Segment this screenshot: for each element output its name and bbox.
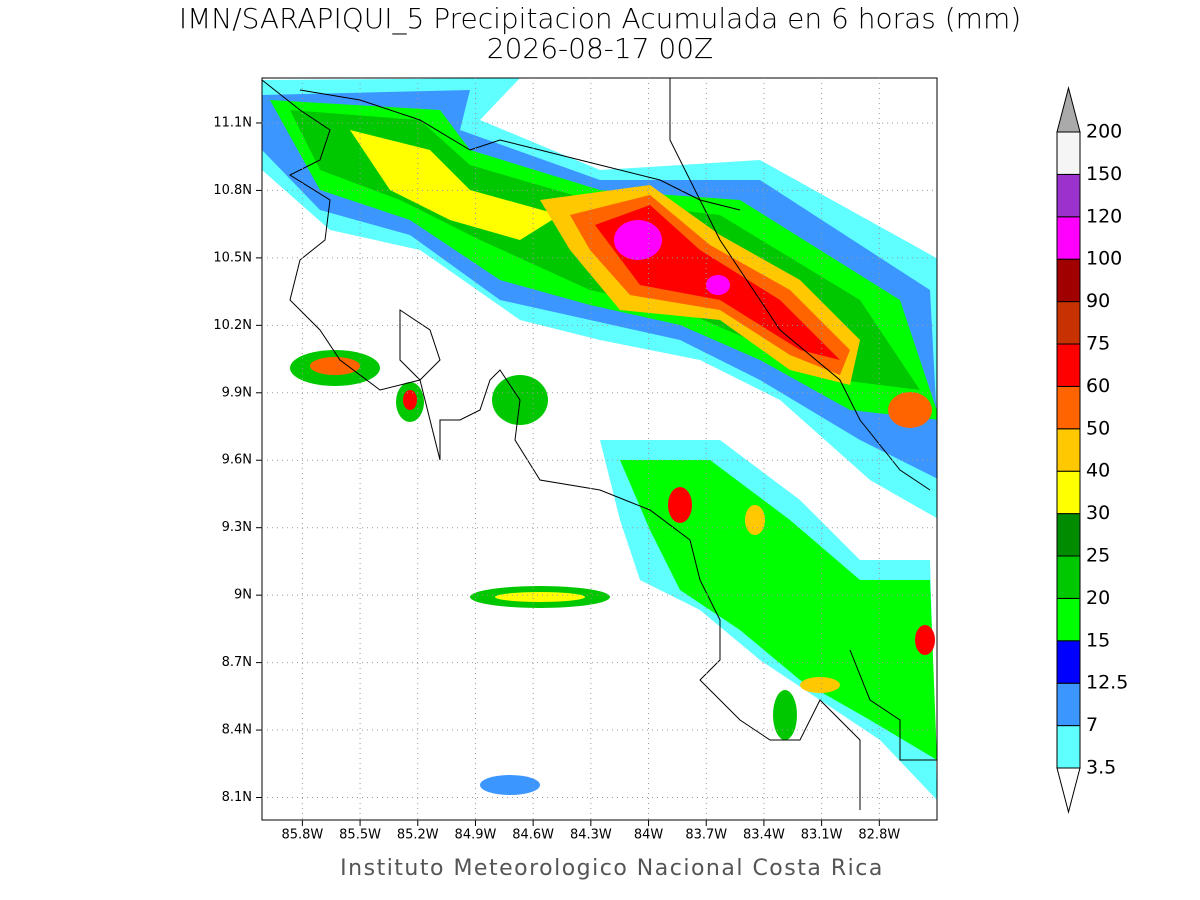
field-30 (350, 130, 560, 240)
y-tick-label: 9N (234, 588, 252, 603)
colorbar-box (1056, 725, 1081, 769)
y-tick-label: 9.9N (222, 385, 252, 400)
axes: 85.8W 85.5W 85.2W 84.9W 84.6W 84.3W 84W 83.7W 83… (213, 78, 937, 843)
colorbar-box (1056, 597, 1081, 642)
colorbar-label: 30 (1086, 502, 1110, 524)
colorbar-label: 12.5 (1086, 672, 1128, 694)
coastline (262, 78, 937, 810)
colorbar-label: 3.5 (1086, 757, 1116, 779)
panama-border (849, 649, 937, 761)
y-tick-label: 8.4N (222, 723, 252, 738)
colorbar-box (1056, 640, 1081, 684)
colorbar-label: 120 (1086, 205, 1122, 227)
colorbar-label: 50 (1086, 417, 1110, 439)
pacific-coast (262, 79, 861, 810)
gulf-coast (399, 309, 441, 381)
caribbean-coast (669, 78, 931, 491)
colorbar-under (1056, 767, 1081, 814)
x-tick-label: 83.7W (685, 828, 727, 843)
y-tick-label: 9.6N (222, 453, 252, 468)
x-tick-label: 85.2W (397, 828, 439, 843)
colorbar-over (1056, 86, 1081, 133)
field-50 (888, 392, 932, 428)
y-tick-label: 9.3N (222, 520, 252, 535)
border (299, 89, 741, 211)
colorbar-box (1056, 173, 1081, 218)
x-tick-label: 84.3W (570, 828, 612, 843)
x-tick-label: 84.9W (455, 828, 497, 843)
x-tick-label: 84W (634, 828, 664, 843)
colorbar-label: 200 (1086, 121, 1122, 143)
x-tick-label: 83.1W (801, 828, 843, 843)
x-tick-label: 85.5W (339, 828, 381, 843)
y-tick-label: 11.1N (213, 115, 252, 130)
colorbar-box (1056, 301, 1081, 345)
colorbar-label: 90 (1086, 290, 1110, 312)
x-tick-label: 83.4W (743, 828, 785, 843)
field-7 (480, 775, 540, 795)
colorbar: 3.5 7 12.5 15 20 25 30 40 50 60 75 90 100 120 150 200 (1056, 86, 1128, 814)
colorbar-label: 75 (1086, 333, 1110, 355)
colorbar-box (1056, 555, 1081, 599)
colorbar-label: 25 (1086, 545, 1110, 567)
colorbar-box (1056, 131, 1081, 175)
colorbar-box (1056, 385, 1081, 430)
x-tick-label: 82.8W (858, 828, 900, 843)
colorbar-label: 150 (1086, 163, 1122, 185)
y-tick-label: 10.8N (213, 183, 252, 198)
y-tick-label: 8.7N (222, 655, 252, 670)
field-50 (310, 357, 360, 375)
colorbar-label: 100 (1086, 248, 1122, 270)
field-40 (800, 677, 840, 693)
field-100 (614, 220, 662, 260)
field-100 (706, 275, 730, 295)
field-60 (668, 487, 692, 523)
colorbar-box (1056, 682, 1081, 727)
colorbar-box (1056, 258, 1081, 303)
y-tick-label: 8.1N (222, 790, 252, 805)
colorbar-box (1056, 470, 1081, 515)
colorbar-label: 15 (1086, 629, 1110, 651)
colorbar-label: 20 (1086, 587, 1110, 609)
field-40 (745, 505, 765, 535)
field-60 (915, 625, 935, 655)
colorbar-label: 40 (1086, 460, 1110, 482)
colorbar-label: 60 (1086, 375, 1110, 397)
y-tick-label: 10.2N (213, 318, 252, 333)
field-60 (403, 390, 417, 410)
x-tick-label: 85.8W (281, 828, 323, 843)
precip-field (262, 78, 937, 800)
colorbar-box (1056, 428, 1081, 472)
title: IMN/SARAPIQUI_5 Precipitacion Acumulada … (179, 2, 1021, 36)
colorbar-box (1056, 513, 1081, 557)
plot-frame (261, 77, 938, 821)
field-30 (495, 592, 585, 602)
field-15 (620, 460, 937, 760)
x-tick-label: 84.6W (512, 828, 554, 843)
y-tick-label: 10.5N (213, 250, 252, 265)
subtitle: 2026-08-17 00Z (487, 32, 713, 65)
colorbar-box (1056, 216, 1081, 260)
footer: Instituto Meteorologico Nacional Costa R… (340, 856, 884, 881)
colorbar-label: 7 (1086, 714, 1098, 736)
colorbar-box (1056, 343, 1081, 387)
field-20 (773, 690, 797, 740)
